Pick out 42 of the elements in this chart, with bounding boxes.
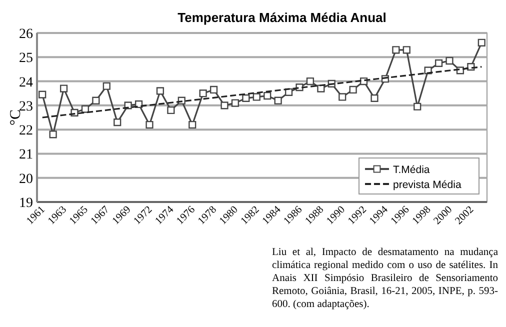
point: [146, 120, 154, 129]
point: [199, 90, 207, 98]
point: [306, 77, 314, 86]
point: [252, 93, 260, 101]
point: [102, 82, 110, 90]
point: [338, 93, 346, 101]
point: [188, 120, 196, 129]
point: [264, 92, 272, 100]
point: [167, 106, 175, 114]
y-tick-label: 24: [19, 75, 33, 90]
point: [231, 99, 240, 107]
point: [446, 56, 454, 65]
y-tick-label: 22: [19, 124, 33, 139]
legend-label: prevista Média: [393, 179, 462, 191]
y-tick-label: 20: [19, 172, 33, 187]
point: [156, 87, 164, 95]
point: [220, 102, 228, 110]
point: [414, 102, 422, 110]
point: [242, 94, 250, 102]
point: [38, 90, 46, 98]
point: [317, 84, 325, 92]
point: [434, 59, 443, 67]
point: [274, 96, 282, 104]
point: [402, 46, 410, 54]
point: [392, 46, 400, 54]
point: [210, 86, 218, 94]
point: [114, 118, 122, 126]
point: [92, 96, 100, 104]
y-tick-label: 25: [19, 51, 33, 66]
chart-title: Temperatura Máxima Média Anual: [178, 10, 386, 25]
text: Liu et al, Impacto de desmatamento na mudança climática regional medido com o uso de satélites. In Anais XII Simpósio Brasileiro de Sensoriamento Remoto, Goiânia, Brasil, 16-21, 2005, INPE, p. 593-600. (com adaptações).: [272, 246, 498, 311]
point: [370, 94, 378, 102]
legend-label: T.Média: [393, 164, 430, 176]
point: [60, 84, 68, 92]
y-tick-label: 26: [19, 27, 33, 42]
x-tick-label: 1963: [46, 204, 69, 227]
y-tick-label: 21: [19, 148, 33, 163]
point: [81, 105, 90, 113]
y-tick-label: 19: [19, 196, 33, 211]
point: [349, 86, 357, 94]
point: [49, 130, 57, 138]
point: [478, 38, 486, 46]
